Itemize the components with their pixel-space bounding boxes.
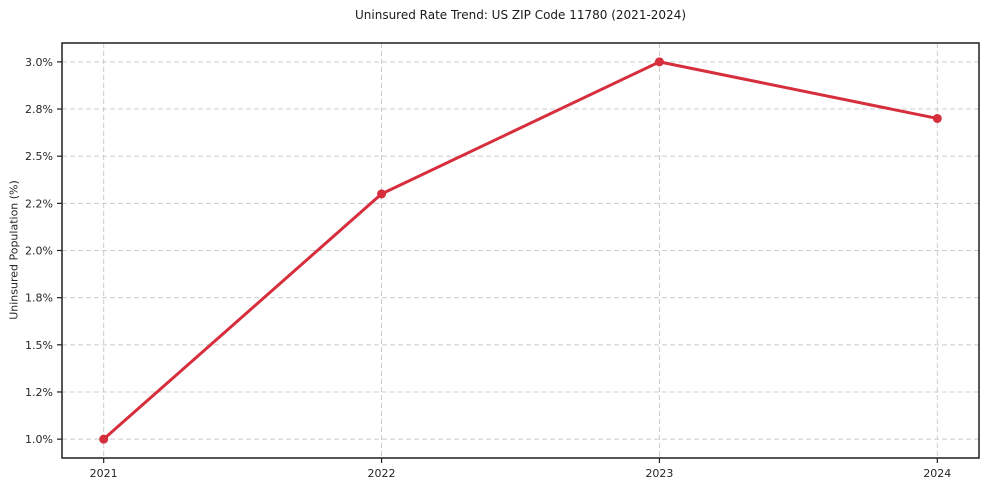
y-tick-label: 2.2% (25, 197, 53, 210)
x-tick-label: 2024 (923, 467, 951, 480)
data-point-marker (932, 113, 942, 123)
y-tick-label: 1.2% (25, 386, 53, 399)
y-tick-label: 1.0% (25, 433, 53, 446)
trend-line (102, 60, 939, 441)
chart-title: Uninsured Rate Trend: US ZIP Code 11780 … (354, 8, 687, 22)
x-tick-label: 2021 (90, 467, 118, 480)
x-tick-label: 2023 (645, 467, 673, 480)
data-point-marker (99, 434, 109, 444)
y-tick-label: 2.5% (25, 150, 53, 163)
y-tick-label: 1.8% (25, 292, 53, 305)
y-tick-label: 2.8% (25, 103, 53, 116)
data-point-marker (654, 57, 664, 67)
y-tick-label: 3.0% (25, 56, 53, 69)
x-tick-label: 2022 (368, 467, 396, 480)
y-tick-label: 2.0% (25, 245, 53, 258)
y-tick-label: 1.5% (25, 339, 53, 352)
data-point-marker (377, 189, 387, 199)
